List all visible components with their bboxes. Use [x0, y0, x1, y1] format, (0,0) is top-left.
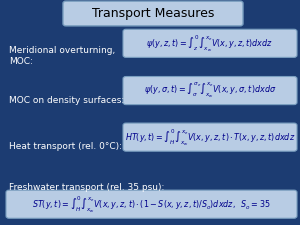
Text: $\psi(y,\sigma,t)=\int_{\sigma}^{\sigma_e}\int_{x_{w}}^{x_{e}}V(x,y,\sigma,t)dxd: $\psi(y,\sigma,t)=\int_{\sigma}^{\sigma_…: [144, 81, 276, 100]
Text: $\psi(y,z,t)=\int_{z}^{0}\int_{x_{w}}^{x_{e}}V(x,y,z,t)dxdz$: $\psi(y,z,t)=\int_{z}^{0}\int_{x_{w}}^{x…: [146, 33, 274, 54]
FancyBboxPatch shape: [123, 29, 297, 57]
Text: $ST(y,t)=\int_{H}^{0}\int_{x_{w}}^{x_{e}}V(x,y,z,t)\cdot(1-S(x,y,z,t)/S_o)dxdz,\: $ST(y,t)=\int_{H}^{0}\int_{x_{w}}^{x_{e}…: [32, 194, 271, 215]
Text: Freshwater transport (rel. 35 psu):: Freshwater transport (rel. 35 psu):: [9, 183, 164, 192]
Text: MOC on density surfaces:: MOC on density surfaces:: [9, 96, 124, 105]
FancyBboxPatch shape: [123, 123, 297, 151]
Text: Heat transport (rel. 0°C):: Heat transport (rel. 0°C):: [9, 142, 122, 151]
FancyBboxPatch shape: [63, 1, 243, 26]
Text: $HT(y,t)=\int_{H}^{0}\int_{x_{w}}^{x_{e}}V(x,y,z,t)\cdot T(x,y,z,t)dxdz$: $HT(y,t)=\int_{H}^{0}\int_{x_{w}}^{x_{e}…: [125, 127, 295, 148]
Text: Transport Measures: Transport Measures: [92, 7, 214, 20]
Text: Meridional overturning,
MOC:: Meridional overturning, MOC:: [9, 46, 115, 65]
FancyBboxPatch shape: [123, 76, 297, 105]
FancyBboxPatch shape: [6, 190, 297, 218]
